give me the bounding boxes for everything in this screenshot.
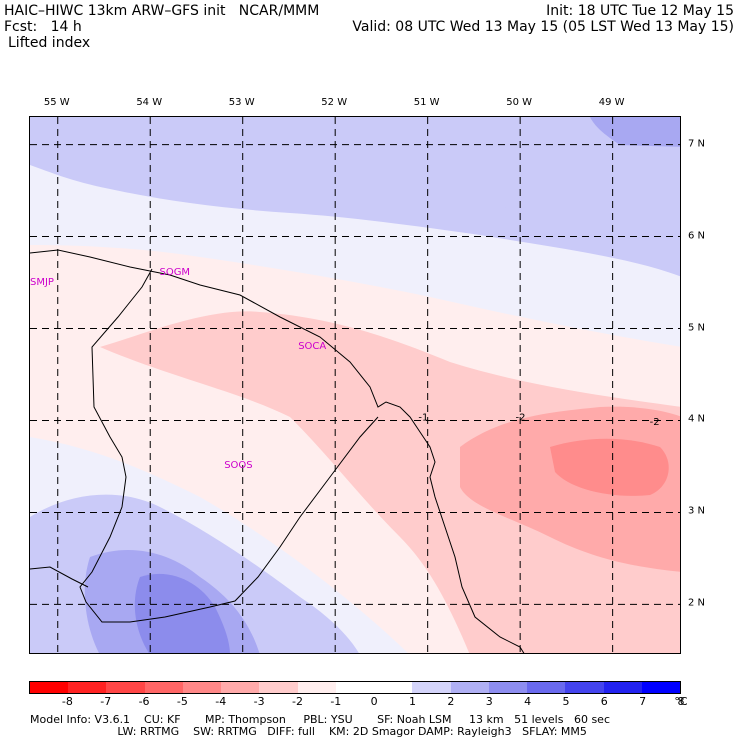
colorbar-label: 3 <box>485 695 493 708</box>
colorbar-cell <box>565 682 604 693</box>
colorbar-unit: °C <box>674 695 688 708</box>
latitude-label: 6 N <box>688 230 706 242</box>
colorbar-label: 8 <box>677 695 685 708</box>
colorbar-cell <box>374 682 413 693</box>
colorbar-label: -6 <box>138 695 150 708</box>
init-time: Init: 18 UTC Tue 12 May 15 <box>546 3 734 19</box>
contour-label: -2 <box>516 412 526 423</box>
colorbar-cell <box>641 682 680 693</box>
longitude-label: 54 W <box>136 97 163 108</box>
longitude-label: 55 W <box>43 97 70 108</box>
colorbar-label: 6 <box>600 695 608 708</box>
latitude-label: 3 N <box>688 505 706 517</box>
station-smjp: SMJP <box>30 276 54 288</box>
station-sogm: SOGM <box>159 267 191 279</box>
colorbar-cell <box>259 682 298 693</box>
shading-lt1 <box>100 311 680 653</box>
colorbar-cell <box>68 682 107 693</box>
longitude-label: 52 W <box>321 97 348 108</box>
colorbar-cell <box>297 682 336 693</box>
colorbar-cell <box>106 682 145 693</box>
colorbar-label: 0 <box>370 695 378 708</box>
border-brazil-south <box>30 566 89 588</box>
shading-lt3 <box>550 438 669 496</box>
colorbar-label: -3 <box>253 695 265 708</box>
lifted-index-shading <box>30 117 680 653</box>
colorbar-cell <box>221 682 260 693</box>
longitude-label: 51 W <box>413 97 440 108</box>
station-soca: SOCA <box>298 340 327 352</box>
colorbar-label: 5 <box>562 695 570 708</box>
colorbar-cell <box>603 682 642 693</box>
colorbar-cell <box>30 682 69 693</box>
colorbar-label: -1 <box>330 695 342 708</box>
coastline <box>30 249 525 653</box>
valid-time: Valid: 08 UTC Wed 13 May 15 (05 LST Wed … <box>352 19 734 35</box>
colorbar-label: 7 <box>639 695 647 708</box>
latitude-label: 5 N <box>688 322 706 334</box>
colorbar-cell <box>527 682 566 693</box>
colorbar-cell <box>488 682 528 693</box>
colorbar-label: -2 <box>291 695 303 708</box>
map-canvas: -2 -2 -1 <box>30 117 680 653</box>
map-panel: -2 -2 -1 SMJP SOGM SOCA SOOS <box>29 116 681 654</box>
model-info-line-1: Model Info: V3.6.1 CU: KF MP: Thompson P… <box>30 713 610 726</box>
latitude-label: 4 N <box>688 413 706 425</box>
colorbar-label: 1 <box>409 695 417 708</box>
coastline-borders <box>30 249 525 653</box>
longitude-label: 50 W <box>506 97 533 108</box>
longitude-label: 53 W <box>228 97 255 108</box>
field-name: Lifted index <box>8 35 91 51</box>
colorbar-label: 4 <box>524 695 532 708</box>
colorbar-cell <box>335 682 375 693</box>
lat-lon-grid <box>30 117 680 653</box>
contour-labels: -2 -2 -1 <box>418 412 659 428</box>
longitude-label: 49 W <box>598 97 625 108</box>
forecast-hour: Fcst: 14 h <box>4 19 82 35</box>
colorbar-cell <box>412 682 451 693</box>
latitude-label: 2 N <box>688 597 706 609</box>
contour-label: -2 <box>650 417 660 428</box>
colorbar <box>29 681 681 694</box>
colorbar-cell <box>182 682 222 693</box>
model-info-line-2: LW: RRTMG SW: RRTMG DIFF: full KM: 2D Sm… <box>30 725 587 738</box>
colorbar-cell <box>144 682 183 693</box>
plot-title: HAIC–HIWC 13km ARW–GFS init NCAR/MMM <box>4 3 320 19</box>
station-soos: SOOS <box>224 460 253 472</box>
border-surinam-guiana <box>79 268 379 623</box>
shading-gt4-north <box>590 117 680 147</box>
colorbar-label: 2 <box>447 695 455 708</box>
colorbar-label: -8 <box>61 695 73 708</box>
contour-label: -1 <box>418 412 428 423</box>
colorbar-cell <box>450 682 489 693</box>
colorbar-label: -7 <box>100 695 112 708</box>
latitude-label: 7 N <box>688 138 706 150</box>
colorbar-label: -5 <box>176 695 188 708</box>
colorbar-label: -4 <box>215 695 227 708</box>
shading-gt3-north <box>200 117 680 257</box>
